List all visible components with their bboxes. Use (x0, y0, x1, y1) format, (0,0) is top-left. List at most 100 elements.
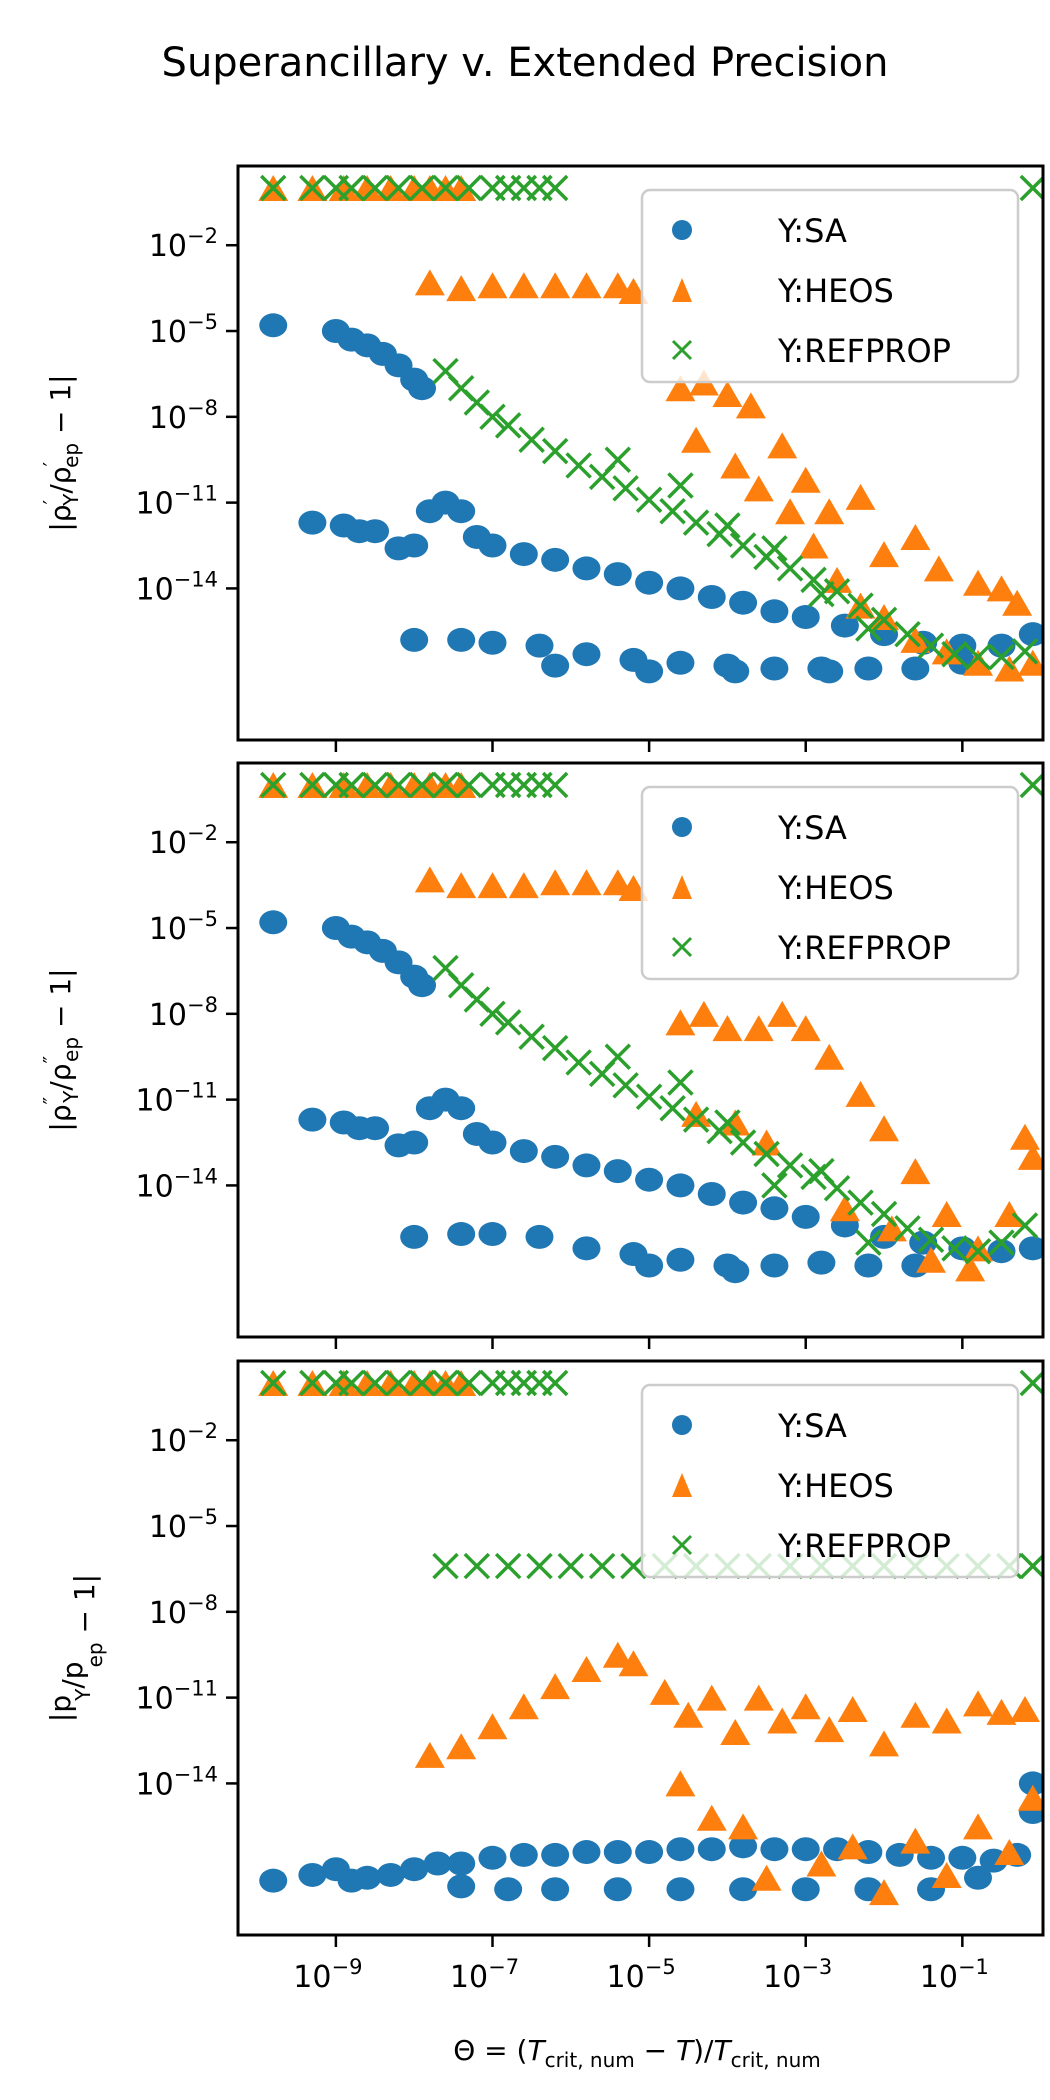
data-point-heos (477, 872, 508, 899)
data-point-heos (446, 275, 477, 302)
data-point-heos (798, 532, 829, 559)
data-point-refprop (432, 1552, 459, 1580)
y-label-part: ep (59, 1037, 83, 1062)
y-label-part: − 1| (44, 374, 77, 443)
data-point-sa (854, 1253, 883, 1278)
tick-exponent: −11 (174, 1677, 218, 1701)
legend-marker-circle-icon (672, 220, 692, 240)
data-point-sa (807, 1250, 836, 1275)
data-point-heos (900, 523, 931, 550)
y-tick-label: 10−5 (149, 907, 218, 947)
data-point-refprop (260, 1369, 287, 1397)
data-point-refprop (432, 174, 459, 202)
data-point-sa (572, 642, 601, 667)
data-point-refprop (299, 1369, 326, 1397)
data-point-heos (665, 1009, 696, 1036)
data-point-heos (931, 638, 962, 665)
data-point-heos (767, 1000, 798, 1027)
x-tick-label: 10−5 (607, 1955, 676, 1995)
data-point-refprop (612, 1072, 639, 1099)
data-point-heos (446, 1733, 477, 1760)
data-point-sa (666, 576, 695, 601)
tick-base: 10 (149, 315, 187, 350)
tick-exponent: −11 (174, 1079, 218, 1103)
data-point-sa (478, 1845, 507, 1870)
data-point-refprop (494, 1552, 522, 1580)
data-point-refprop (338, 174, 365, 202)
x-tick-label: 10−3 (763, 1955, 832, 1995)
legend-marker-x-icon (671, 936, 693, 958)
tick-base: 10 (135, 572, 173, 607)
data-point-sa (791, 1877, 820, 1902)
y-axis-label: |ρ″Y/ρ″ep − 1| (39, 968, 83, 1131)
data-point-refprop (855, 615, 882, 642)
y-tick-label: 10−5 (149, 310, 218, 350)
data-point-sa (729, 590, 758, 615)
axes-frame (236, 164, 1045, 742)
data-point-refprop (455, 771, 483, 799)
data-point-refprop (385, 174, 412, 202)
data-point-refprop (1011, 1212, 1039, 1239)
data-point-refprop (479, 403, 506, 431)
data-point-refprop (847, 1189, 874, 1216)
y-label-part: − 1| (44, 968, 77, 1037)
data-point-refprop (714, 512, 741, 539)
tick-base: 10 (149, 229, 187, 264)
tick-exponent: −8 (187, 993, 218, 1017)
data-point-heos (508, 272, 539, 299)
data-point-refprop (463, 1552, 491, 1580)
data-point-sa (760, 1196, 789, 1221)
data-point-heos (1017, 1143, 1043, 1170)
tick-base: 10 (450, 1960, 488, 1995)
data-point-sa (666, 1247, 695, 1272)
data-point-heos (728, 1813, 759, 1840)
data-point-refprop (776, 1152, 804, 1179)
data-point-sa (541, 547, 570, 572)
data-point-heos (963, 569, 994, 596)
data-point-refprop (455, 174, 483, 202)
data-point-heos (814, 1716, 845, 1743)
data-point-heos (963, 649, 994, 676)
data-point-sa (854, 656, 883, 681)
x-label-T3: T (713, 2034, 732, 2067)
data-point-refprop (753, 1140, 780, 1168)
tick-exponent: −2 (187, 821, 218, 845)
data-point-refprop (518, 1023, 545, 1050)
data-point-heos (414, 866, 445, 893)
data-point-refprop (714, 1109, 741, 1136)
data-point-heos (477, 1713, 508, 1740)
legend-label: Y:REFPROP (777, 1527, 951, 1565)
tick-exponent: −5 (187, 1505, 218, 1529)
y-tick-label: 10−2 (149, 821, 218, 861)
tick-base: 10 (149, 1596, 187, 1631)
series-y-sa (259, 1771, 1043, 1902)
data-point-refprop (494, 1009, 522, 1036)
data-point-refprop (894, 1215, 921, 1242)
data-point-sa (361, 1116, 390, 1141)
data-point-sa (447, 1874, 476, 1899)
x-axis-label: Θ = (Tcrit, num − T)/Tcrit, num (453, 2034, 821, 2072)
data-point-heos (923, 555, 954, 582)
y-label-part: |p (44, 1695, 77, 1722)
data-point-sa (541, 1842, 570, 1867)
tick-base: 10 (135, 1767, 173, 1802)
data-point-refprop (808, 1157, 835, 1185)
tick-base: 10 (149, 998, 187, 1033)
data-point-sa (400, 533, 429, 558)
y-label-part: Y (59, 1090, 83, 1104)
data-point-heos (955, 1255, 986, 1282)
data-point-heos (994, 1201, 1025, 1228)
data-point-refprop (776, 555, 804, 582)
tick-exponent: −8 (187, 396, 218, 420)
y-tick-label: 10−2 (149, 1419, 218, 1459)
data-point-sa (525, 1224, 554, 1249)
data-point-refprop (408, 771, 436, 799)
series-y-refprop (260, 771, 1043, 1265)
data-point-heos (963, 1813, 994, 1840)
legend-frame (640, 1383, 1020, 1579)
data-point-refprop (682, 1106, 710, 1133)
data-point-refprop (518, 426, 545, 453)
data-point-sa (376, 1862, 405, 1887)
